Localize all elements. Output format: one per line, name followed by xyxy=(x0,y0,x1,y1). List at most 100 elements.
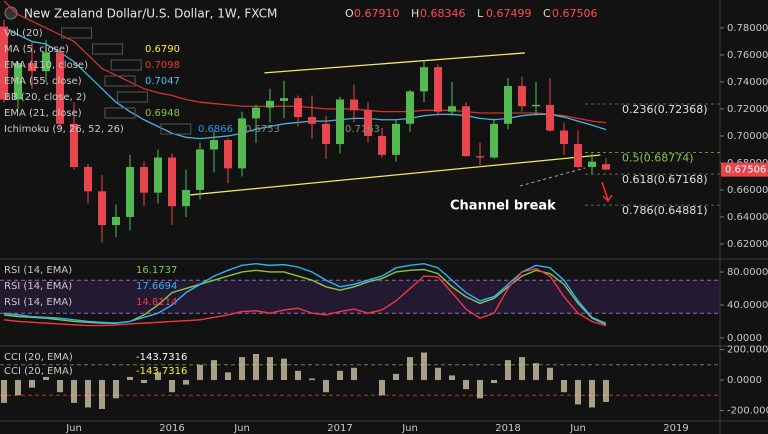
break-arrow xyxy=(601,181,613,203)
candle-body xyxy=(252,107,260,119)
indicator-value: 0.6948 xyxy=(145,108,180,119)
indicator-controls[interactable] xyxy=(104,75,136,87)
candle-body xyxy=(196,149,204,190)
last-price-label: 0.67506 xyxy=(725,165,766,176)
indicator-value: 0.7163 xyxy=(345,124,380,135)
x-tick-label: 2016 xyxy=(159,423,184,434)
candle-body xyxy=(168,157,176,207)
fib-label: 0.5(0.68774) xyxy=(622,152,694,165)
ohlc-key: H xyxy=(411,7,419,20)
legend-value: 17.6694 xyxy=(136,281,177,292)
legend-name: CCI (20, EMA) xyxy=(4,366,73,377)
candle-body xyxy=(126,167,134,217)
fib-label: 0.786(0.64881) xyxy=(622,204,708,217)
candle-body xyxy=(294,98,302,118)
indicator-name: EMA (21, close) xyxy=(4,108,82,119)
cci-bar xyxy=(589,379,595,408)
cci-bar xyxy=(351,367,357,380)
candle-body xyxy=(112,216,120,226)
indicator-controls[interactable] xyxy=(110,59,142,71)
candle-body xyxy=(280,98,288,101)
cci-bar xyxy=(407,357,413,380)
cci-bar xyxy=(561,379,567,393)
cci-bar xyxy=(295,370,301,380)
candle-body xyxy=(210,140,218,150)
ohlc-key: C xyxy=(543,7,551,20)
cci-bar xyxy=(1,379,7,403)
x-tick-label: Jun xyxy=(401,423,418,434)
cci-bar xyxy=(575,379,581,405)
y-tick-label: 200.0000 xyxy=(727,344,768,355)
cci-bar xyxy=(29,379,35,388)
candle-body xyxy=(476,156,484,158)
indicator-name: Vol (20) xyxy=(4,28,43,39)
cci-bar xyxy=(435,367,441,380)
cci-bar xyxy=(337,370,343,380)
cci-bar xyxy=(281,358,287,380)
cci-bar xyxy=(491,379,497,384)
x-tick-label: 2019 xyxy=(663,423,688,434)
cci-bar xyxy=(211,360,217,380)
indicator-name: MA (5, close) xyxy=(4,44,69,55)
legend-value: -143.7316 xyxy=(136,366,187,377)
cci-bar xyxy=(253,354,259,380)
indicator-name: EMA (55, close) xyxy=(4,76,82,87)
y-tick-label: 40.0000 xyxy=(727,300,768,311)
candle-body xyxy=(322,123,330,145)
ohlc-value: 0.67910 xyxy=(354,7,400,20)
rsi-line xyxy=(3,263,607,325)
indicator-controls[interactable] xyxy=(160,123,192,135)
cci-bar xyxy=(113,379,119,399)
candle-body xyxy=(56,52,64,124)
legend-name: CCI (20, EMA) xyxy=(4,352,73,363)
ohlc-key: O xyxy=(345,7,354,20)
indicator-name: EMA (110, close) xyxy=(4,60,88,71)
cci-bar xyxy=(225,372,231,380)
candle-body xyxy=(546,104,554,131)
x-tick-label: Jun xyxy=(65,423,82,434)
candle-body xyxy=(364,110,372,136)
legend-value: -143.7316 xyxy=(136,352,187,363)
candle-body xyxy=(490,123,498,158)
symbol-icon[interactable] xyxy=(4,6,18,20)
legend-value: 16.1737 xyxy=(136,265,177,276)
cci-bar xyxy=(99,379,105,410)
indicator-value: 0.6753 xyxy=(245,124,280,135)
candle-body xyxy=(308,117,316,124)
legend-name: RSI (14, EMA) xyxy=(4,281,72,292)
ohlc-value: 0.68346 xyxy=(420,7,466,20)
candle-body xyxy=(70,123,78,168)
x-tick-label: 2017 xyxy=(327,423,352,434)
candle-body xyxy=(448,106,456,112)
candle-body xyxy=(406,91,414,124)
rsi-band xyxy=(0,280,720,314)
candle-body xyxy=(42,52,50,72)
x-tick-label: 2018 xyxy=(495,423,520,434)
indicator-controls[interactable] xyxy=(61,27,93,39)
indicator-value: 0.6790 xyxy=(145,44,180,55)
candle-body xyxy=(140,167,148,193)
cci-bar xyxy=(505,360,511,380)
y-tick-label: 0.64000 xyxy=(727,212,768,223)
candle-body xyxy=(378,135,386,155)
cci-bar xyxy=(323,379,329,393)
candle-body xyxy=(224,140,232,169)
cci-bar xyxy=(477,379,483,399)
cci-bar xyxy=(533,363,539,380)
candle-body xyxy=(560,130,568,145)
cci-bar xyxy=(71,379,77,403)
y-tick-label: 0.74000 xyxy=(727,77,768,88)
ohlc-value: 0.67506 xyxy=(552,7,598,20)
candle-body xyxy=(434,67,442,112)
indicator-controls[interactable] xyxy=(92,43,124,55)
indicator-controls[interactable] xyxy=(104,107,136,119)
cci-bar xyxy=(603,379,609,402)
x-tick-label: Jun xyxy=(233,423,250,434)
projection-line xyxy=(519,167,586,187)
candle-body xyxy=(392,123,400,155)
indicator-controls[interactable] xyxy=(116,91,148,103)
cci-bar xyxy=(169,379,175,393)
candle-body xyxy=(420,67,428,92)
candle-body xyxy=(504,86,512,124)
